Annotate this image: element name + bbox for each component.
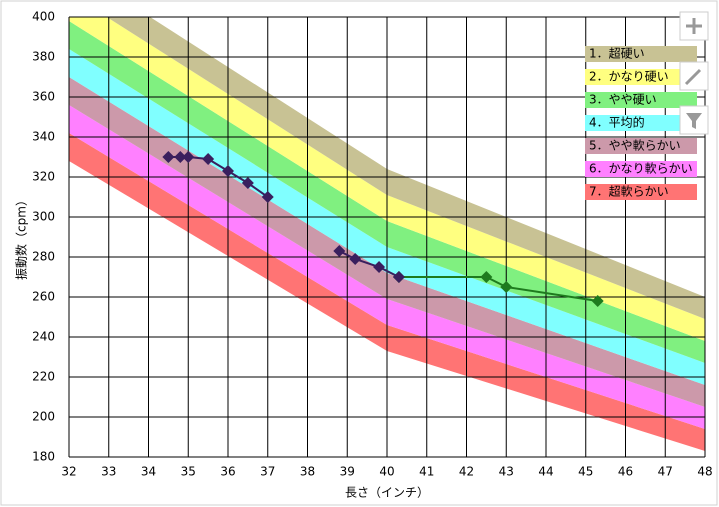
x-tick-label: 40 xyxy=(379,465,394,479)
y-tick-label: 300 xyxy=(32,210,55,224)
legend-label: 1．超硬い xyxy=(589,46,645,61)
data-point xyxy=(222,165,234,177)
x-tick-label: 44 xyxy=(538,465,553,479)
data-point xyxy=(174,151,187,163)
chart-buttons xyxy=(679,11,709,135)
grid: 32 33 34 35 36 37 38 39 40 41 42 43 44 45 46 47 48 180 200… xyxy=(32,10,713,479)
legend: 1．超硬い 2．かなり硬い 3．やや硬い 4．平均的 5．やや軟らかい 6．かなり軟らかい… xyxy=(585,46,697,200)
data-point xyxy=(480,271,493,283)
legend-swatch xyxy=(585,161,697,177)
filter-icon xyxy=(686,113,702,129)
legend-swatch xyxy=(585,115,697,131)
data-point xyxy=(333,245,346,257)
x-axis-title: 長さ（インチ） xyxy=(345,486,429,500)
legend-swatch xyxy=(585,46,697,62)
legend-label: 5．やや軟らかい xyxy=(589,138,681,153)
legend-swatch xyxy=(585,69,697,85)
plus-icon xyxy=(686,18,702,34)
data-point xyxy=(349,253,362,265)
y-tick-label: 360 xyxy=(32,90,55,104)
y-tick-label: 260 xyxy=(32,290,55,304)
y-tick-label: 380 xyxy=(32,50,55,64)
data-point xyxy=(500,281,513,293)
x-tick-label: 37 xyxy=(260,465,275,479)
brush-icon xyxy=(684,68,702,86)
y-tick-label: 280 xyxy=(32,250,55,264)
x-tick-label: 33 xyxy=(101,465,116,479)
y-tick-label: 240 xyxy=(32,330,55,344)
x-tick-label: 34 xyxy=(141,465,156,479)
band xyxy=(69,77,705,407)
data-point xyxy=(182,151,195,163)
band xyxy=(106,17,705,319)
x-tick-label: 35 xyxy=(181,465,196,479)
band xyxy=(69,133,705,451)
x-tick-label: 41 xyxy=(419,465,434,479)
legend-swatch xyxy=(585,92,697,108)
legend-label: 6．かなり軟らかい xyxy=(589,161,693,176)
legend-swatch xyxy=(585,184,697,200)
x-tick-label: 47 xyxy=(658,465,673,479)
legend-label: 3．やや硬い xyxy=(589,93,657,107)
lines xyxy=(162,151,604,307)
band xyxy=(69,105,705,429)
data-line xyxy=(398,276,598,302)
data-point xyxy=(392,271,405,283)
y-tick-label: 200 xyxy=(32,410,55,424)
legend-label: 7．超軟らかい xyxy=(589,184,669,199)
y-tick-label: 220 xyxy=(32,370,55,384)
data-point xyxy=(261,191,274,203)
y-tick-label: 400 xyxy=(32,10,55,24)
x-tick-label: 46 xyxy=(618,465,633,479)
data-point xyxy=(162,151,175,163)
x-tick-label: 43 xyxy=(499,465,514,479)
x-tick-label: 39 xyxy=(340,465,355,479)
y-tick-label: 320 xyxy=(32,170,55,184)
x-tick-label: 32 xyxy=(61,465,76,479)
data-point xyxy=(373,261,386,273)
band xyxy=(69,21,705,363)
y-tick-label: 340 xyxy=(32,130,55,144)
data-point xyxy=(202,153,215,165)
x-tick-label: 36 xyxy=(220,465,235,479)
data-point xyxy=(241,177,254,189)
x-tick-label: 48 xyxy=(697,465,712,479)
legend-label: 4．平均的 xyxy=(589,115,645,130)
legend-swatch xyxy=(585,138,697,154)
legend-label: 2．かなり硬い xyxy=(589,70,669,84)
x-tick-label: 45 xyxy=(578,465,593,479)
x-tick-label: 38 xyxy=(300,465,315,479)
x-tick-label: 42 xyxy=(459,465,474,479)
data-point xyxy=(591,295,604,307)
band xyxy=(69,49,705,385)
y-axis-title: 振動数（cpm） xyxy=(14,194,29,280)
y-tick-label: 180 xyxy=(32,450,55,464)
